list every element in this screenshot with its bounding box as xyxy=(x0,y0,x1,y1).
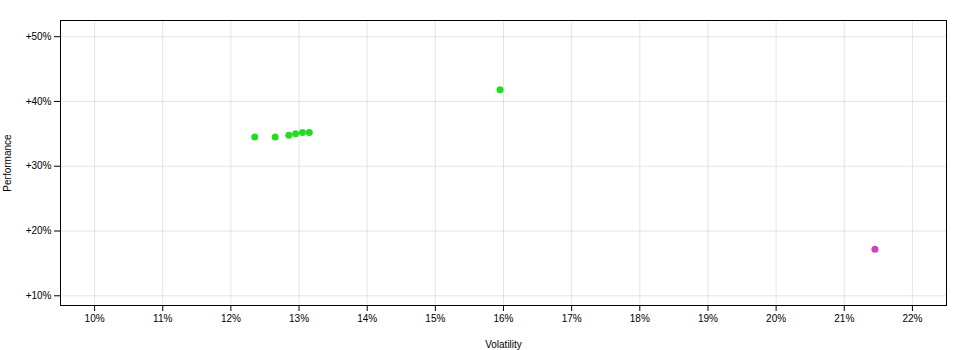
svg-text:13%: 13% xyxy=(289,313,309,324)
svg-text:18%: 18% xyxy=(630,313,650,324)
svg-text:Performance: Performance xyxy=(2,134,13,192)
svg-text:+40%: +40% xyxy=(26,96,52,107)
svg-text:15%: 15% xyxy=(425,313,445,324)
svg-text:19%: 19% xyxy=(698,313,718,324)
svg-text:17%: 17% xyxy=(562,313,582,324)
svg-text:20%: 20% xyxy=(766,313,786,324)
svg-text:+50%: +50% xyxy=(26,31,52,42)
svg-text:10%: 10% xyxy=(85,313,105,324)
svg-text:14%: 14% xyxy=(357,313,377,324)
svg-text:11%: 11% xyxy=(153,313,172,324)
svg-text:+10%: +10% xyxy=(26,290,52,301)
svg-text:12%: 12% xyxy=(221,313,241,324)
svg-text:+30%: +30% xyxy=(26,160,52,171)
svg-text:16%: 16% xyxy=(493,313,513,324)
svg-text:21%: 21% xyxy=(834,313,854,324)
svg-text:+20%: +20% xyxy=(26,225,52,236)
svg-text:Volatility: Volatility xyxy=(485,339,522,350)
svg-text:22%: 22% xyxy=(902,313,922,324)
